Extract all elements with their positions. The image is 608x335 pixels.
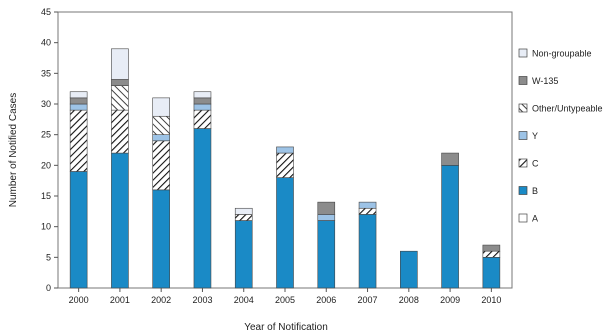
legend-swatch	[518, 48, 528, 58]
bar-2004-non-groupable	[234, 207, 253, 215]
bar-2001-b	[111, 152, 129, 289]
x-tick-label: 2000	[69, 295, 89, 305]
x-tick-label: 2004	[234, 295, 254, 305]
y-axis: 0 5 10 15 20 25 30 35 40 45	[41, 7, 58, 293]
legend-label: C	[532, 159, 539, 169]
bar-2006-b	[317, 220, 336, 289]
x-tick-label: 2010	[481, 295, 501, 305]
bar-2003-b	[193, 128, 212, 289]
legend-label: A	[532, 214, 538, 224]
legend-item-c: C	[518, 158, 539, 169]
legend: Non-groupable W-135 Other/Untypeable Y C B A	[518, 48, 603, 224]
legend-swatch	[518, 158, 528, 168]
x-tick-label: 2009	[440, 295, 460, 305]
y-tick-label: 35	[41, 68, 51, 78]
y-tick-label: 20	[41, 160, 51, 170]
bar-2003-w-135	[193, 97, 212, 105]
legend-swatch	[518, 186, 528, 195]
x-tick-label: 2007	[358, 295, 378, 305]
bar-2000-b	[69, 171, 88, 289]
bar-2000-w-135	[69, 97, 88, 105]
bar-2000-non-groupable	[69, 91, 88, 99]
y-tick-label: 40	[41, 38, 51, 48]
bar-2002-non-groupable	[152, 97, 170, 117]
x-tick-label: 2002	[151, 295, 171, 305]
legend-swatch	[518, 131, 528, 140]
x-tick-label: 2008	[399, 295, 419, 305]
legend-swatch	[518, 76, 528, 85]
bar-2000-c	[69, 109, 88, 172]
bar-2001-non-groupable	[111, 48, 129, 80]
bar-2007-c	[358, 207, 377, 215]
bar-2002-y	[152, 134, 170, 142]
bar-2010-b	[482, 257, 501, 289]
bar-2004-b	[234, 220, 253, 289]
x-tick-label: 2003	[192, 295, 212, 305]
bar-2005-b	[276, 177, 294, 289]
y-axis-title: Number of Notified Cases	[8, 93, 19, 208]
bar-2004-c	[234, 214, 253, 221]
bar-2003-non-groupable	[193, 91, 212, 99]
y-tick-label: 30	[41, 99, 51, 109]
legend-item-y: Y	[518, 131, 538, 141]
x-tick-label: 2006	[316, 295, 336, 305]
bar-2001-w-135	[111, 79, 129, 86]
bar-2003-y	[193, 103, 212, 111]
bar-2005-c	[276, 152, 294, 178]
y-tick-label: 10	[41, 222, 51, 232]
legend-label: Y	[532, 131, 538, 141]
y-tick-label: 15	[41, 191, 51, 201]
x-tick-label: 2005	[275, 295, 295, 305]
y-tick-label: 5	[46, 252, 51, 262]
bar-2006-y	[317, 214, 336, 221]
y-tick-label: 25	[41, 130, 51, 140]
bars	[69, 48, 501, 289]
legend-item-non-groupable: Non-groupable	[518, 48, 592, 59]
legend-label: Non-groupable	[532, 49, 592, 59]
x-tick-label: 2001	[110, 295, 130, 305]
bar-2007-y	[358, 201, 377, 209]
bar-2005-y	[276, 146, 294, 154]
bar-2006-w-135	[317, 201, 336, 215]
bar-2007-b	[358, 214, 377, 289]
x-axis-title: Year of Notification	[244, 322, 328, 333]
bar-2009-w-135	[441, 152, 459, 166]
bar-2001-c	[111, 109, 129, 154]
legend-swatch	[518, 213, 528, 223]
legend-swatch	[518, 103, 528, 113]
legend-label: W-135	[532, 76, 558, 86]
bar-2010-w-135	[482, 244, 501, 252]
bar-2002-other-untypeable	[152, 115, 170, 135]
legend-item-b: B	[518, 186, 538, 196]
bar-2010-c	[482, 250, 501, 258]
legend-item-a: A	[518, 213, 538, 224]
legend-label: B	[532, 186, 538, 196]
bar-2002-c	[152, 140, 170, 191]
bar-2001-other-untypeable	[111, 85, 129, 111]
y-tick-label: 0	[46, 283, 51, 293]
x-axis: 2000 2001 2002 2003 2004 2005 2006 2007 2008 2009…	[69, 288, 501, 305]
bar-2009-b	[441, 165, 459, 289]
bar-2008-b	[400, 250, 418, 289]
y-tick-label: 45	[41, 7, 51, 17]
bar-2000-y	[69, 103, 88, 111]
legend-item-other-untypeable: Other/Untypeable	[518, 103, 603, 114]
bar-2002-b	[152, 189, 170, 289]
legend-label: Other/Untypeable	[532, 104, 603, 114]
legend-item-w-135: W-135	[518, 76, 558, 86]
bar-2003-c	[193, 109, 212, 129]
